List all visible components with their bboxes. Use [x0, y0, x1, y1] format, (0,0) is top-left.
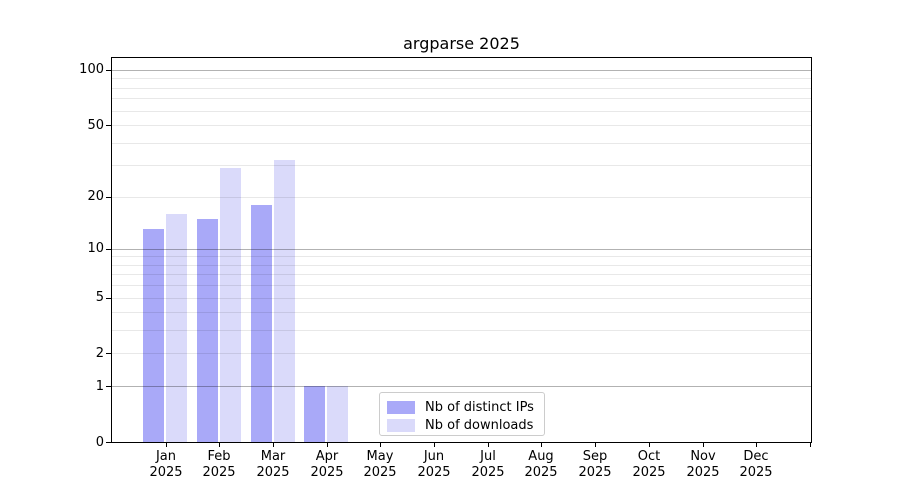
- bar-distinct-ips: [143, 229, 165, 442]
- x-tick: [488, 443, 489, 447]
- x-tick-label: Apr 2025: [310, 449, 344, 480]
- bars-layer: [112, 58, 811, 442]
- bar-downloads: [273, 160, 295, 442]
- x-tick: [327, 443, 328, 447]
- legend-swatch-downloads-icon: [387, 418, 415, 432]
- x-tick: [380, 443, 381, 447]
- legend-item-downloads: Nb of downloads: [387, 417, 544, 433]
- legend: Nb of distinct IPs Nb of downloads: [379, 392, 545, 436]
- bar-distinct-ips: [250, 204, 272, 442]
- y-tick-label: 0: [95, 435, 104, 450]
- x-tick-label: Sep 2025: [578, 449, 612, 480]
- y-tick: [106, 70, 111, 71]
- y-tick-label: 10: [87, 241, 104, 256]
- y-tick-label: 50: [87, 118, 104, 133]
- x-tick-label: May 2025: [363, 449, 397, 480]
- x-tick: [756, 443, 757, 447]
- x-tick: [273, 443, 274, 447]
- legend-swatch-distinct-ips-icon: [387, 400, 415, 414]
- x-tick: [703, 443, 704, 447]
- y-tick-label: 1: [95, 379, 104, 394]
- bar-distinct-ips: [197, 218, 218, 442]
- x-tick-label: Jan 2025: [149, 449, 183, 480]
- legend-label-downloads: Nb of downloads: [425, 417, 534, 433]
- x-tick: [166, 443, 167, 447]
- x-tick: [434, 443, 435, 447]
- bar-downloads: [166, 213, 188, 442]
- y-tick: [106, 353, 111, 354]
- y-tick: [106, 298, 111, 299]
- chart-title: argparse 2025: [403, 34, 520, 53]
- bar-downloads: [220, 167, 241, 442]
- x-tick: [810, 443, 811, 447]
- y-tick: [106, 249, 111, 250]
- x-tick: [649, 443, 650, 447]
- y-tick: [106, 386, 111, 387]
- x-tick-label: Jun 2025: [417, 449, 451, 480]
- y-tick-label: 100: [79, 62, 104, 77]
- x-tick-label: Feb 2025: [202, 449, 236, 480]
- x-tick-label: Dec 2025: [739, 449, 773, 480]
- bar-distinct-ips: [304, 386, 326, 442]
- x-tick-label: Mar 2025: [256, 449, 290, 480]
- y-tick: [106, 125, 111, 126]
- y-tick-label: 5: [95, 290, 104, 305]
- y-tick-label: 20: [87, 189, 104, 204]
- bar-downloads: [327, 386, 349, 442]
- legend-item-distinct-ips: Nb of distinct IPs: [387, 399, 544, 415]
- x-tick: [541, 443, 542, 447]
- x-tick-label: Nov 2025: [686, 449, 720, 480]
- x-tick: [595, 443, 596, 447]
- x-tick-label: Aug 2025: [524, 449, 558, 480]
- x-tick-label: Oct 2025: [632, 449, 666, 480]
- x-tick: [219, 443, 220, 447]
- y-tick: [106, 197, 111, 198]
- legend-label-distinct-ips: Nb of distinct IPs: [425, 399, 534, 415]
- y-tick-label: 2: [95, 346, 104, 361]
- x-tick-label: Jul 2025: [471, 449, 505, 480]
- plot-area: Nb of distinct IPs Nb of downloads: [111, 57, 812, 443]
- y-tick: [106, 442, 111, 443]
